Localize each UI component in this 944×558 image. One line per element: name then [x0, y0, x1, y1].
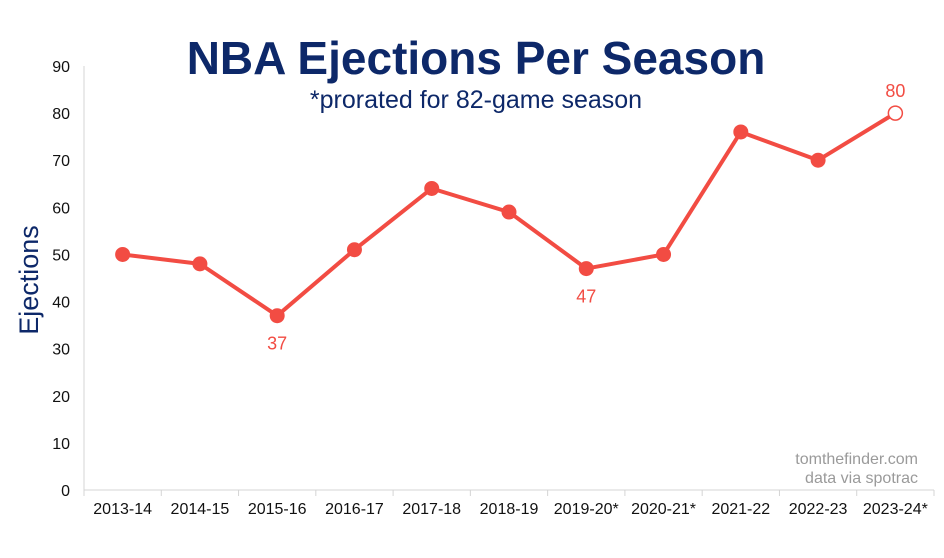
x-tick-label: 2022-23	[789, 501, 848, 518]
data-point	[346, 242, 362, 258]
y-tick-label: 50	[52, 247, 70, 264]
data-point	[578, 261, 594, 277]
x-tick-label: 2018-19	[480, 501, 539, 518]
credit-source: data via spotrac	[805, 470, 918, 487]
data-point	[501, 204, 517, 220]
axes: 0 10 20 30 40 50 60 70 80 90 2013-14 2014-15 2015-16…	[52, 59, 935, 518]
data-point	[192, 256, 208, 272]
labels-layer: 37 47 80	[267, 81, 905, 354]
y-axis-label: Ejections	[14, 225, 44, 335]
x-tick-label: 2013-14	[93, 501, 152, 518]
y-tick-label: 40	[52, 295, 70, 312]
y-tick-label: 90	[52, 59, 70, 76]
x-tick-label: 2017-18	[402, 501, 461, 518]
y-tick-label: 80	[52, 106, 70, 123]
data-label: 37	[267, 334, 287, 354]
y-tick-label: 30	[52, 342, 70, 359]
x-tick-label: 2020-21*	[631, 501, 696, 518]
data-point	[810, 152, 826, 168]
data-point	[733, 124, 749, 140]
chart-subtitle: *prorated for 82-game season	[310, 86, 642, 114]
y-tick-label: 20	[52, 389, 70, 406]
credit-site: tomthefinder.com	[795, 451, 918, 468]
x-tick-label: 2021-22	[711, 501, 770, 518]
y-tick-label: 0	[61, 483, 70, 500]
data-point	[424, 180, 440, 196]
data-point-hollow	[887, 105, 904, 121]
y-tick-label: 10	[52, 436, 70, 453]
chart-title: NBA Ejections Per Season	[187, 32, 766, 84]
data-label: 47	[576, 287, 596, 307]
y-tick-label: 60	[52, 200, 70, 217]
series-layer	[115, 105, 904, 324]
data-label: 80	[885, 81, 905, 101]
data-point	[115, 246, 131, 262]
data-point	[656, 246, 672, 262]
x-tick-label: 2014-15	[171, 501, 230, 518]
y-tick-label: 70	[52, 153, 70, 170]
data-point	[269, 308, 285, 324]
x-tick-label: 2019-20*	[554, 501, 619, 518]
x-tick-label: 2023-24*	[863, 501, 928, 518]
x-tick-label: 2015-16	[248, 501, 307, 518]
x-tick-label: 2016-17	[325, 501, 384, 518]
